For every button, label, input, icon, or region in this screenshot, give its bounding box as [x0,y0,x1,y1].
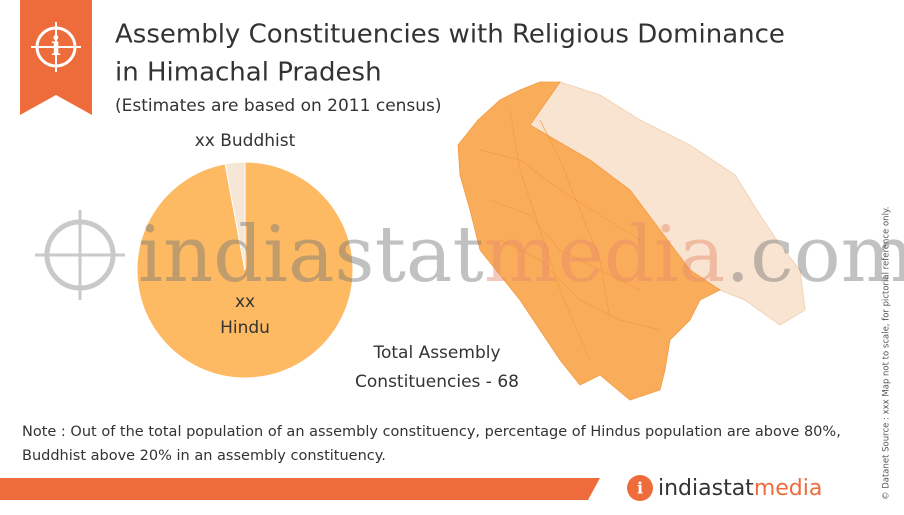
note-line: Note : Out of the total population of an… [22,424,841,440]
watermark-part: indiastat [138,210,484,300]
logo-part: media [754,476,823,501]
logo-part: indiastat [658,476,754,501]
category-label: Hindu [220,318,270,338]
pie-slice [224,161,246,271]
map-label: Total Assembly [372,343,500,363]
title-line: Assembly Constituencies with Religious D… [115,20,785,50]
note-line: Buddhist above 20% in an assembly consti… [22,448,386,464]
footer-bar [0,478,600,500]
info-icon-letter: i [51,32,61,62]
logo-text: indiastatmedia [658,476,822,501]
value-label: xx [235,292,255,312]
watermark-part: .com [725,210,904,300]
title-line: in Himachal Pradesh [115,58,382,88]
pie: xx Hindu xx Buddhist [136,131,354,379]
watermark-text: indiastatmedia.com [138,210,904,300]
watermark: indiastatmedia.com [35,210,904,300]
value-label: xx [195,131,215,151]
slice-label: xx Buddhist [195,131,296,151]
category-label: Buddhist [220,131,295,151]
map-label: Constituencies - 68 [355,372,519,392]
logo-icon-letter: i [637,479,643,498]
watermark-part: media [484,210,726,300]
map [457,81,806,401]
subtitle: (Estimates are based on 2011 census) [115,96,442,116]
logo-icon [627,475,653,501]
side-note: © Datanet Source : xxx Map not to scale,… [882,207,892,500]
